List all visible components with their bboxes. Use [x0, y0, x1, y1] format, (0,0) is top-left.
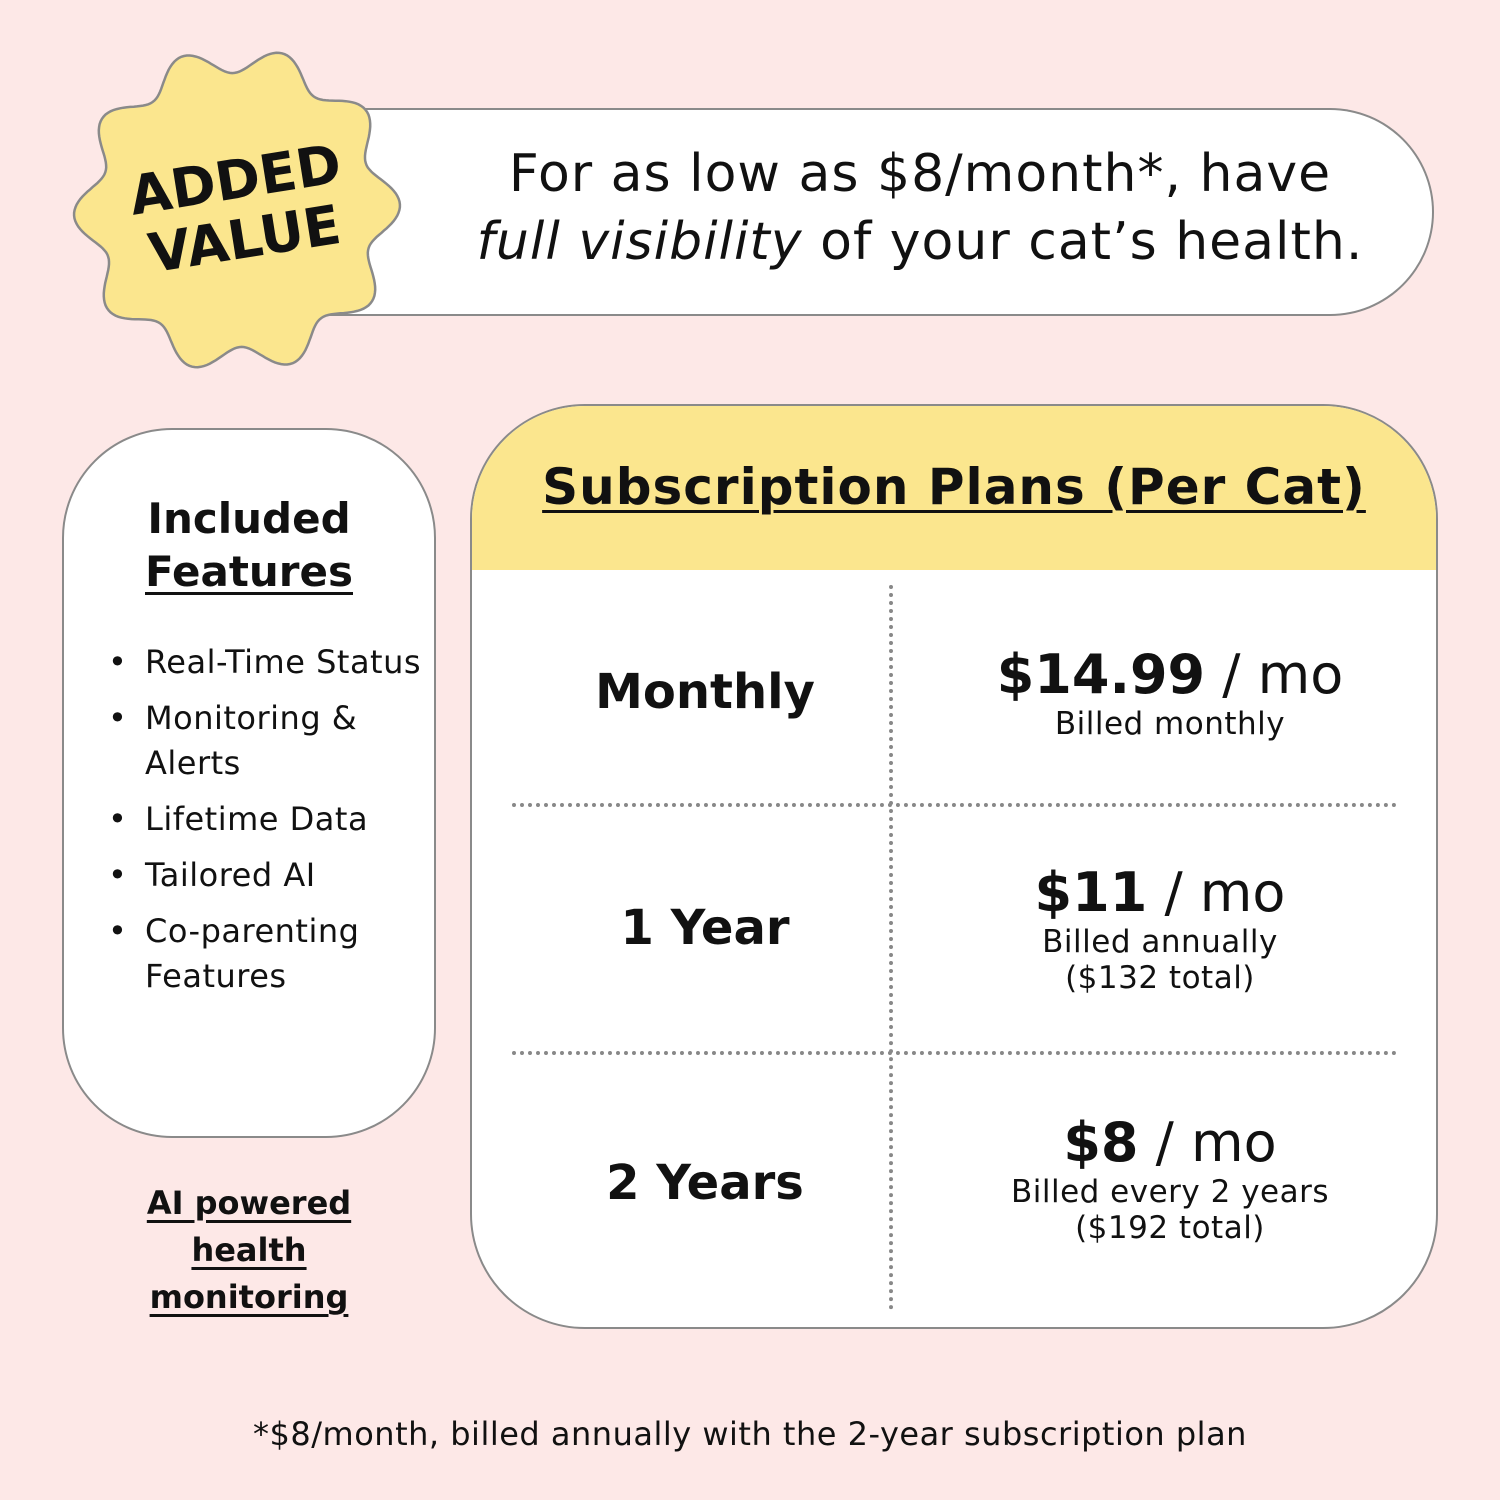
billing-note: Billed annually — [1042, 924, 1278, 960]
plans-card: Subscription Plans (Per Cat) — [470, 404, 1438, 1329]
price-unit: / mo — [1164, 861, 1286, 924]
ai-tagline-line3: monitoring — [149, 1278, 349, 1316]
headline-line2: of your cat’s health. — [820, 212, 1364, 272]
row-divider — [512, 803, 1397, 807]
features-title-line1: Included — [147, 494, 351, 543]
ai-tagline-line2: health — [191, 1231, 307, 1269]
features-title-line2: Features — [145, 547, 353, 596]
ai-tagline: AI powered health monitoring — [62, 1180, 436, 1321]
features-title: Included Features — [62, 492, 436, 598]
plan-name-2-years: 2 Years — [606, 1155, 804, 1211]
billing-total: ($132 total) — [1065, 960, 1255, 996]
feature-item: Real-Time Status — [108, 640, 428, 685]
headline-banner — [300, 108, 1434, 316]
billing-note: Billed every 2 years — [1010, 1174, 1330, 1210]
feature-item: Co-parenting Features — [108, 909, 428, 999]
headline: For as low as $8/month*, have full visib… — [420, 140, 1420, 276]
ai-tagline-line1: AI powered — [146, 1184, 352, 1222]
plans-title: Subscription Plans (Per Cat) — [542, 458, 1366, 516]
added-value-badge — [72, 51, 402, 369]
price-value: $11 — [1034, 861, 1148, 924]
feature-item: Tailored AI — [108, 853, 428, 898]
plan-price-1-year: $11 / mo Billed annually ($132 total) — [890, 861, 1430, 997]
billing-total: ($192 total) — [1075, 1210, 1265, 1246]
price-unit: / mo — [1155, 1111, 1277, 1174]
plan-price-monthly: $14.99 / mo Billed monthly — [900, 643, 1440, 743]
badge-wavy-shape — [72, 51, 402, 369]
feature-list: Real-Time Status Monitoring & Alerts Lif… — [108, 640, 428, 1010]
headline-emphasis: full visibility — [476, 212, 803, 272]
feature-item: Lifetime Data — [108, 797, 428, 842]
plan-name-1-year: 1 Year — [620, 900, 790, 956]
column-divider — [889, 585, 893, 1310]
footnote: *$8/month, billed annually with the 2-ye… — [253, 1415, 1247, 1453]
price-value: $8 — [1063, 1111, 1139, 1174]
plans-header — [472, 406, 1436, 570]
billing-note: Billed monthly — [1054, 706, 1286, 742]
plan-price-2-years: $8 / mo Billed every 2 years ($192 total… — [900, 1111, 1440, 1247]
plan-name-monthly: Monthly — [595, 664, 815, 720]
feature-item: Monitoring & Alerts — [108, 696, 428, 786]
price-value: $14.99 — [996, 643, 1206, 706]
headline-line1: For as low as $8/month*, have — [508, 144, 1332, 204]
price-unit: / mo — [1222, 643, 1344, 706]
row-divider — [512, 1051, 1397, 1055]
